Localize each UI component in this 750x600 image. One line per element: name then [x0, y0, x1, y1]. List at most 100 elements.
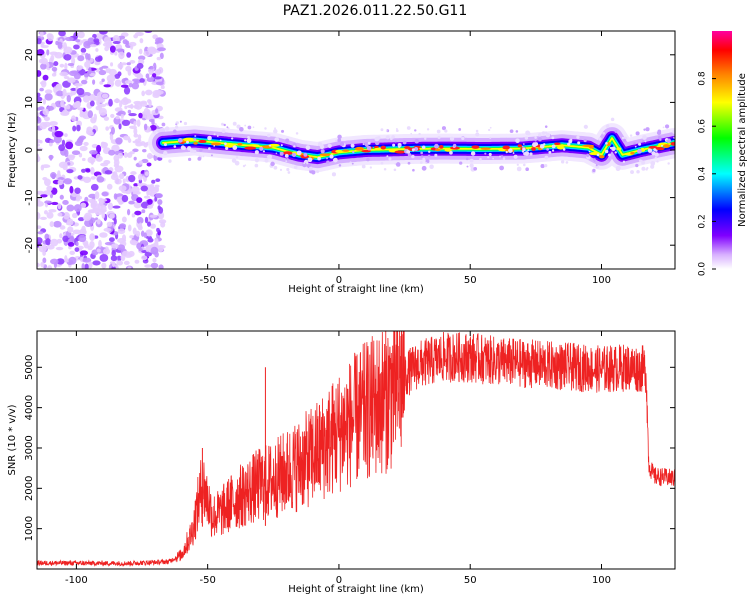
- spectrogram-noise-cell: [83, 242, 89, 249]
- spectrogram-noise-cell: [83, 40, 92, 49]
- spectrogram-noise-cell: [90, 202, 97, 207]
- spectrogram-halo-cell: [499, 165, 504, 171]
- spectrogram-halo-cell: [499, 155, 501, 158]
- spectrogram-halo-cell: [469, 158, 474, 163]
- spectrogram-noise-cell: [155, 178, 161, 183]
- spectrogram-noise-cell: [69, 250, 76, 256]
- spectrogram-noise-cell: [157, 211, 165, 220]
- spectrogram-noise-cell: [78, 234, 87, 243]
- spectrogram-noise-cell: [144, 31, 153, 34]
- spectrogram-halo-cell: [210, 154, 213, 157]
- spectrogram-noise-cell: [66, 154, 76, 159]
- spectrogram-halo-cell: [505, 150, 508, 154]
- spectrogram-noise-cell: [104, 170, 113, 175]
- spectrogram-halo-cell: [163, 143, 167, 147]
- spectrogram-noise-cell: [138, 160, 143, 165]
- spectrogram-noise-cell: [130, 186, 140, 193]
- spectrogram-noise-cell: [49, 121, 58, 126]
- spectrogram-noise-cell: [117, 152, 124, 159]
- spectrogram-halo-cell: [596, 153, 600, 157]
- spectrogram-noise-cell: [37, 262, 40, 268]
- spectrogram-noise-cell: [155, 81, 164, 86]
- spectrogram-noise-cell: [62, 42, 67, 51]
- spectrogram-peak-cell: [210, 142, 222, 146]
- spectrogram-noise-cell: [83, 141, 89, 146]
- spectrogram-halo-cell: [296, 150, 302, 156]
- spectrogram-halo-cell: [583, 138, 587, 143]
- spectrogram-noise-cell: [111, 266, 116, 269]
- spectrogram-peak-cell: [502, 145, 510, 150]
- spectrogram-halo-cell: [252, 126, 255, 129]
- spectrogram-halo-cell: [239, 127, 244, 132]
- spectrogram-noise-cell: [101, 65, 109, 69]
- spectrogram-halo-cell: [254, 163, 259, 168]
- spectrogram-noise-cell: [96, 144, 102, 153]
- spectrogram-halo-cell: [254, 158, 260, 163]
- spectrogram-noise-cell: [154, 69, 161, 76]
- spectrogram-halo-cell: [595, 164, 598, 167]
- spectrogram-halo-cell: [614, 151, 617, 154]
- spectrogram-noise-cell: [96, 248, 101, 253]
- snr-y-tick-label: 5000: [24, 355, 35, 380]
- spectrogram-halo-cell: [418, 132, 421, 136]
- spectrogram-noise-cell: [123, 98, 132, 104]
- spectrogram-halo-cell: [516, 163, 519, 166]
- colorbar-tick-label: 0.0: [698, 262, 708, 277]
- spectrogram-noise-cell: [50, 238, 59, 247]
- spectrogram-noise-cell: [120, 113, 125, 119]
- snr-y-tick-label: 3000: [24, 435, 35, 460]
- spectrogram-noise-cell: [80, 47, 87, 53]
- snr-lines: [37, 331, 675, 568]
- spectrogram-halo-cell: [577, 141, 581, 145]
- spectrogram-noise-cell: [133, 183, 139, 187]
- spectrogram-halo-cell: [173, 145, 177, 148]
- spectrogram-noise-cell: [91, 143, 98, 149]
- spectrogram-noise-cell: [73, 44, 80, 50]
- spectrogram-halo-cell: [437, 135, 441, 139]
- spectrogram-noise-cell: [77, 137, 85, 142]
- spectrogram-noise-cell: [118, 201, 123, 205]
- spectrogram-peak-cell: [361, 149, 372, 153]
- spectrogram-peak-cell: [554, 142, 561, 145]
- spectrogram-halo-cell: [230, 137, 234, 140]
- spectrogram-y-tick-label: 0: [24, 147, 35, 153]
- spectrogram-halo-cell: [279, 168, 283, 171]
- spectrogram-noise-cell: [108, 98, 113, 107]
- spectrogram-noise-cell: [75, 241, 79, 247]
- spectrogram-noise-cell: [39, 216, 47, 221]
- spectrogram-noise-cell: [134, 259, 140, 264]
- spectrogram-halo-cell: [489, 126, 492, 129]
- spectrogram-noise-cell: [45, 238, 51, 246]
- spectrogram-halo-cell: [672, 129, 675, 134]
- spectrogram-noise-cell: [62, 88, 67, 97]
- spectrogram-noise-cell: [76, 124, 81, 132]
- spectrogram-noise-cell: [37, 116, 42, 124]
- spectrogram-halo-cell: [264, 127, 267, 130]
- spectrogram-noise-cell: [47, 33, 54, 42]
- spectrogram-halo-cell: [470, 151, 476, 156]
- spectrogram-halo-cell: [583, 124, 588, 129]
- colorbar-tick-label: 0.6: [698, 119, 708, 134]
- spectrogram-noise-cell: [77, 31, 85, 39]
- spectrogram-noise-cell: [129, 125, 137, 130]
- spectrogram-noise-cell: [128, 250, 135, 257]
- spectrogram-halo-cell: [414, 138, 420, 144]
- spectrogram-noise-cell: [114, 73, 121, 79]
- spectrogram-noise-cell: [73, 72, 81, 80]
- spectrogram-halo-cell: [638, 142, 642, 146]
- spectrogram-noise-cell: [87, 110, 94, 119]
- spectrogram-noise-cell: [64, 36, 74, 42]
- spectrogram-halo-cell: [545, 132, 551, 138]
- spectrogram-halo-cell: [421, 165, 427, 171]
- spectrogram-noise-cell: [135, 141, 143, 147]
- spectrogram-noise-cell: [85, 168, 91, 173]
- spectrogram-halo-cell: [183, 121, 188, 126]
- spectrogram-noise-cell: [146, 99, 152, 104]
- spectrogram-halo-cell: [546, 147, 549, 151]
- spectrogram-noise-cell: [37, 38, 42, 45]
- spectrogram-noise-cell: [95, 105, 102, 111]
- spectrogram-halo-cell: [414, 147, 419, 152]
- spectrogram-halo-cell: [274, 137, 280, 142]
- spectrogram-noise-cell: [113, 159, 120, 166]
